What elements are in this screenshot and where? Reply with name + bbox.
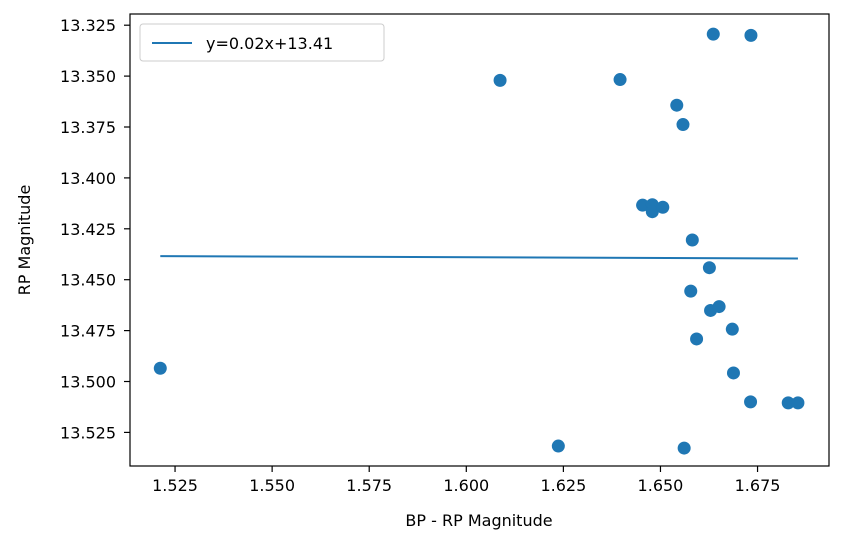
scatter-point xyxy=(744,29,757,42)
legend: y=0.02x+13.41 xyxy=(140,24,384,61)
x-tick-label: 1.525 xyxy=(152,476,198,495)
scatter-point xyxy=(703,261,716,274)
legend-label: y=0.02x+13.41 xyxy=(206,34,333,53)
scatter-point xyxy=(676,118,689,131)
y-tick-label: 13.350 xyxy=(60,67,116,86)
x-tick-label: 1.625 xyxy=(540,476,586,495)
x-tick-label: 1.600 xyxy=(443,476,489,495)
scatter-point xyxy=(656,201,669,214)
y-tick-label: 13.400 xyxy=(60,169,116,188)
y-tick-label: 13.375 xyxy=(60,118,116,137)
x-tick-label: 1.550 xyxy=(249,476,295,495)
scatter-point xyxy=(744,395,757,408)
scatter-point xyxy=(727,366,740,379)
y-tick-label: 13.450 xyxy=(60,271,116,290)
scatter-point xyxy=(552,440,565,453)
scatter-point xyxy=(494,74,507,87)
x-tick-label: 1.675 xyxy=(735,476,781,495)
scatter-point xyxy=(707,28,720,41)
scatter-point xyxy=(614,73,627,86)
y-tick-label: 13.325 xyxy=(60,16,116,35)
y-tick-label: 13.425 xyxy=(60,220,116,239)
scatter-point xyxy=(690,332,703,345)
y-axis-label: RP Magnitude xyxy=(15,185,34,296)
y-tick-label: 13.475 xyxy=(60,322,116,341)
scatter-point xyxy=(726,323,739,336)
y-tick-label: 13.500 xyxy=(60,373,116,392)
scatter-point xyxy=(678,442,691,455)
scatter-point xyxy=(713,300,726,313)
y-tick-label: 13.525 xyxy=(60,423,116,442)
scatter-point xyxy=(684,285,697,298)
x-tick-label: 1.575 xyxy=(346,476,392,495)
scatter-point xyxy=(670,99,683,112)
x-axis-label: BP - RP Magnitude xyxy=(405,511,552,530)
scatter-point xyxy=(686,234,699,247)
x-tick-label: 1.650 xyxy=(638,476,684,495)
scatter-point xyxy=(154,362,167,375)
scatter-point xyxy=(791,396,804,409)
